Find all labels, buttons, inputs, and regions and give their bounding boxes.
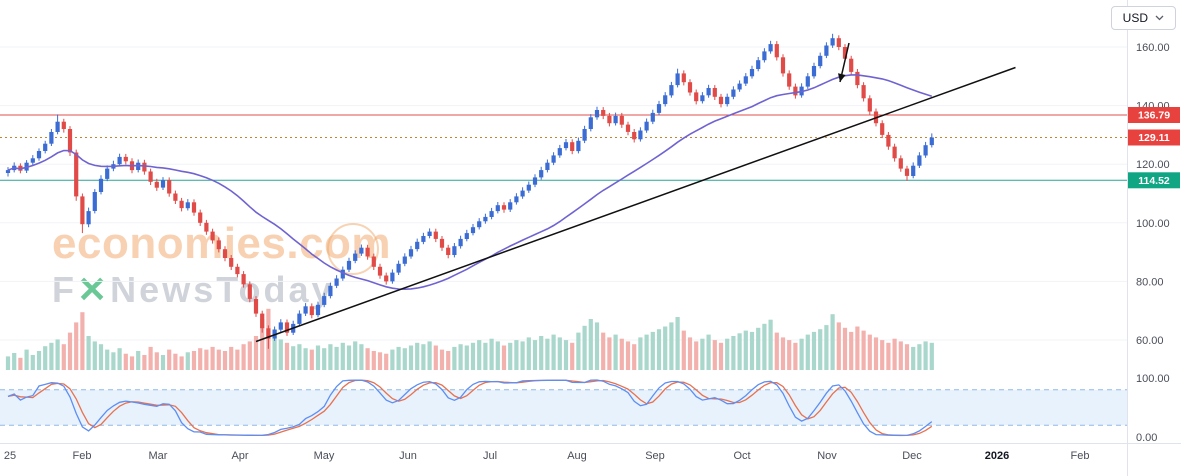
watermark-f: F: [52, 269, 77, 311]
watermark: economies.com F✕NewsToday: [52, 219, 392, 310]
svg-text:May: May: [314, 450, 335, 462]
svg-text:Apr: Apr: [231, 450, 248, 462]
svg-text:136.79: 136.79: [1138, 110, 1170, 122]
svg-text:Dec: Dec: [902, 450, 922, 462]
candles-layer: [5, 33, 934, 349]
svg-text:0.00: 0.00: [1136, 432, 1157, 444]
svg-text:Nov: Nov: [817, 450, 837, 462]
svg-text:114.52: 114.52: [1138, 175, 1170, 187]
svg-text:Sep: Sep: [645, 450, 665, 462]
trendline: [255, 66, 1016, 343]
svg-text:120.00: 120.00: [1136, 159, 1170, 171]
svg-text:100.00: 100.00: [1136, 373, 1170, 385]
svg-text:Oct: Oct: [733, 450, 750, 462]
svg-text:25: 25: [4, 450, 16, 462]
svg-text:100.00: 100.00: [1136, 218, 1170, 230]
watermark-x-icon: ✕: [77, 269, 111, 311]
time-axis[interactable]: 25 Feb Mar Apr May Jun Jul Aug Sep Oct Nov Dec 2026 F…: [0, 443, 1181, 463]
svg-text:160.00: 160.00: [1136, 42, 1170, 54]
oscillator-layer: [7, 379, 933, 437]
price-line-badge: [1128, 172, 1180, 189]
svg-text:Feb: Feb: [1071, 450, 1090, 462]
price-lines: [0, 114, 1127, 181]
svg-text:Feb: Feb: [73, 450, 92, 462]
svg-text:2026: 2026: [985, 450, 1009, 462]
svg-text:Jun: Jun: [399, 450, 417, 462]
currency-label: USD: [1122, 11, 1148, 25]
watermark-subbrand: F✕NewsToday: [52, 270, 391, 310]
ma-line: [7, 74, 933, 291]
price-axis[interactable]: 160.00140.00120.00100.0080.0060.00100.00…: [1127, 0, 1181, 476]
watermark-brand: economies.com: [52, 219, 392, 268]
price-line-badge: [1128, 129, 1180, 146]
watermark-ring-icon: [327, 223, 379, 275]
svg-text:60.00: 60.00: [1136, 335, 1164, 347]
svg-text:Aug: Aug: [567, 450, 587, 462]
price-line-badge: [1128, 107, 1180, 123]
gridlines: [0, 46, 1127, 341]
currency-selector[interactable]: USD: [1110, 6, 1176, 30]
svg-text:Mar: Mar: [149, 450, 168, 462]
svg-text:129.11: 129.11: [1138, 132, 1170, 144]
arrow-annotation: [838, 42, 850, 83]
svg-text:80.00: 80.00: [1136, 276, 1164, 288]
volume-layer: [5, 308, 934, 370]
indicator-band: [0, 389, 1127, 426]
chevron-down-icon: [1155, 15, 1164, 21]
watermark-rest: NewsToday: [110, 269, 335, 311]
svg-text:Jul: Jul: [483, 450, 497, 462]
